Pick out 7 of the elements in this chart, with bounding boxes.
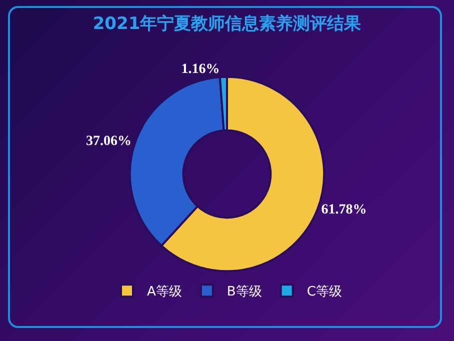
data-label: 37.06% — [86, 134, 132, 149]
legend-label: C等级 — [306, 284, 342, 300]
data-label: 61.78% — [321, 202, 367, 218]
chart-title: 2021年宁夏教师信息素养测评结果 — [92, 14, 362, 34]
data-label: 1.16% — [181, 62, 220, 77]
legend-label: B等级 — [226, 284, 262, 300]
legend-label: A等级 — [147, 284, 182, 300]
